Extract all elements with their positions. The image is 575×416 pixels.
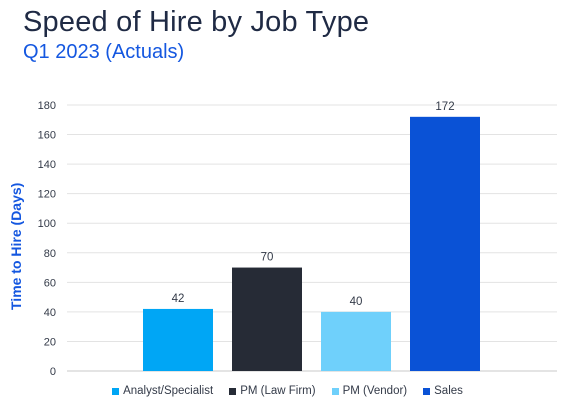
data-labels: 42 70 40 172	[172, 101, 455, 308]
y-tick-label: 60	[44, 277, 56, 289]
legend-swatch	[331, 387, 339, 395]
y-tick-label: 160	[38, 130, 56, 142]
legend-label: Analyst/Specialist	[123, 385, 214, 397]
legend-item: PM (Law Firm)	[229, 385, 316, 397]
bar-sales	[410, 116, 480, 371]
legend-swatch	[112, 387, 120, 395]
legend-item: Sales	[423, 385, 463, 397]
gridlines	[67, 104, 557, 372]
legend-swatch	[423, 387, 431, 395]
legend-label: PM (Vendor)	[342, 385, 408, 397]
y-tick-label: 0	[50, 366, 56, 378]
y-tick-label: 180	[38, 100, 56, 112]
bar-pm-law-firm	[232, 267, 302, 371]
legend-item: Analyst/Specialist	[112, 385, 213, 397]
y-tick-label: 120	[38, 189, 56, 201]
legend-item: PM (Vendor)	[331, 385, 408, 397]
y-tick-label: 80	[44, 248, 56, 260]
y-tick-label: 100	[38, 218, 56, 230]
y-tick-label: 140	[38, 159, 56, 171]
bar-pm-vendor	[321, 311, 391, 371]
legend-label: PM (Law Firm)	[240, 385, 316, 397]
y-tick-label: 40	[44, 307, 56, 319]
bars	[143, 116, 480, 371]
data-label: 172	[435, 101, 454, 113]
legend: Analyst/Specialist PM (Law Firm) PM (Vendo…	[0, 385, 575, 397]
data-label: 70	[261, 252, 274, 264]
bar-analyst-specialist	[143, 308, 213, 371]
chart-title: Speed of Hire by Job Type	[23, 6, 370, 38]
legend-swatch	[229, 387, 237, 395]
chart-subtitle: Q1 2023 (Actuals)	[23, 41, 185, 63]
data-label: 40	[350, 296, 363, 308]
data-label: 42	[172, 293, 185, 305]
y-tick-labels: 0 20 40 60 80 100 120 140 160 180	[38, 100, 56, 378]
y-tick-label: 20	[44, 336, 56, 348]
legend-label: Sales	[434, 385, 463, 397]
